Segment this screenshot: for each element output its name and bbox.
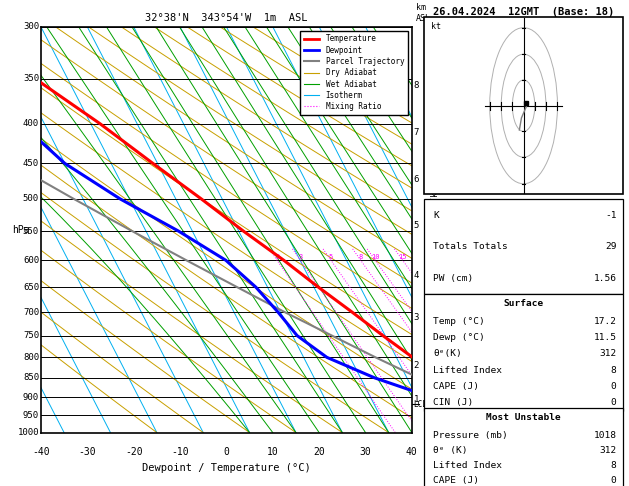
Bar [425, 294, 623, 411]
Text: 10: 10 [267, 447, 279, 457]
Text: 300: 300 [23, 22, 39, 31]
Text: 500: 500 [23, 194, 39, 204]
Text: 26.04.2024  12GMT  (Base: 18): 26.04.2024 12GMT (Base: 18) [433, 7, 614, 17]
Text: 8: 8 [611, 365, 616, 375]
Text: 29: 29 [605, 242, 616, 251]
Text: hPa: hPa [12, 225, 30, 235]
Text: 0: 0 [611, 476, 616, 485]
Text: 1: 1 [414, 395, 419, 404]
Text: 40: 40 [406, 447, 418, 457]
Text: 550: 550 [23, 226, 39, 236]
Text: 30: 30 [360, 447, 371, 457]
Text: 1018: 1018 [593, 431, 616, 440]
Text: kt: kt [431, 22, 441, 31]
Legend: Temperature, Dewpoint, Parcel Trajectory, Dry Adiabat, Wet Adiabat, Isotherm, Mi: Temperature, Dewpoint, Parcel Trajectory… [301, 31, 408, 115]
Text: Dewpoint / Temperature (°C): Dewpoint / Temperature (°C) [142, 463, 311, 473]
Text: 17.2: 17.2 [593, 317, 616, 326]
Text: 11.5: 11.5 [593, 333, 616, 342]
Text: 5: 5 [414, 221, 419, 230]
Text: Dewp (°C): Dewp (°C) [433, 333, 485, 342]
Text: CIN (J): CIN (J) [433, 398, 473, 407]
Text: 7: 7 [414, 128, 419, 138]
Text: 15: 15 [398, 254, 407, 260]
Bar [425, 199, 623, 294]
Text: Lifted Index: Lifted Index [433, 365, 502, 375]
Text: 4: 4 [414, 271, 419, 280]
Text: 8: 8 [414, 81, 419, 90]
Text: 312: 312 [599, 446, 616, 455]
Text: 0: 0 [611, 382, 616, 391]
Text: -20: -20 [125, 447, 142, 457]
Text: 2: 2 [414, 361, 419, 370]
Text: -40: -40 [32, 447, 50, 457]
Text: Surface: Surface [503, 299, 543, 308]
Title: 32°38'N  343°54'W  1m  ASL: 32°38'N 343°54'W 1m ASL [145, 13, 308, 23]
Text: CAPE (J): CAPE (J) [433, 382, 479, 391]
Text: 350: 350 [23, 74, 39, 83]
Text: Lifted Index: Lifted Index [433, 461, 502, 470]
Text: 5: 5 [329, 254, 333, 260]
Bar [425, 408, 623, 486]
Text: 3: 3 [414, 312, 419, 322]
Text: -10: -10 [171, 447, 189, 457]
Text: 20: 20 [313, 447, 325, 457]
Text: 0: 0 [611, 398, 616, 407]
Text: -30: -30 [79, 447, 96, 457]
Text: Pressure (mb): Pressure (mb) [433, 431, 508, 440]
Text: θᵉ (K): θᵉ (K) [433, 446, 467, 455]
Text: 0: 0 [223, 447, 230, 457]
Text: 850: 850 [23, 373, 39, 382]
Text: CAPE (J): CAPE (J) [433, 476, 479, 485]
Text: 750: 750 [23, 331, 39, 340]
Text: K: K [433, 210, 438, 220]
Text: 650: 650 [23, 283, 39, 292]
Text: Most Unstable: Most Unstable [486, 414, 561, 422]
Text: 3: 3 [298, 254, 303, 260]
Text: 600: 600 [23, 256, 39, 265]
Text: PW (cm): PW (cm) [433, 274, 473, 283]
Text: 312: 312 [599, 349, 616, 359]
Text: 6: 6 [414, 175, 419, 184]
Text: km
ASL: km ASL [416, 3, 431, 23]
Text: 1.56: 1.56 [593, 274, 616, 283]
Text: θᵉ(K): θᵉ(K) [433, 349, 462, 359]
Bar [425, 17, 623, 194]
Text: 900: 900 [23, 393, 39, 401]
Text: -1: -1 [605, 210, 616, 220]
Text: 8: 8 [359, 254, 363, 260]
Text: Mixing Ratio (g/kg): Mixing Ratio (g/kg) [431, 182, 440, 277]
Text: 800: 800 [23, 353, 39, 362]
Text: 2: 2 [275, 254, 279, 260]
Text: 950: 950 [23, 411, 39, 420]
Text: LCL: LCL [414, 400, 428, 409]
Text: 700: 700 [23, 308, 39, 317]
Text: 1000: 1000 [18, 428, 39, 437]
Text: 8: 8 [611, 461, 616, 470]
Text: 400: 400 [23, 119, 39, 128]
Text: Temp (°C): Temp (°C) [433, 317, 485, 326]
Text: Totals Totals: Totals Totals [433, 242, 508, 251]
Text: 10: 10 [371, 254, 380, 260]
Text: 450: 450 [23, 159, 39, 168]
